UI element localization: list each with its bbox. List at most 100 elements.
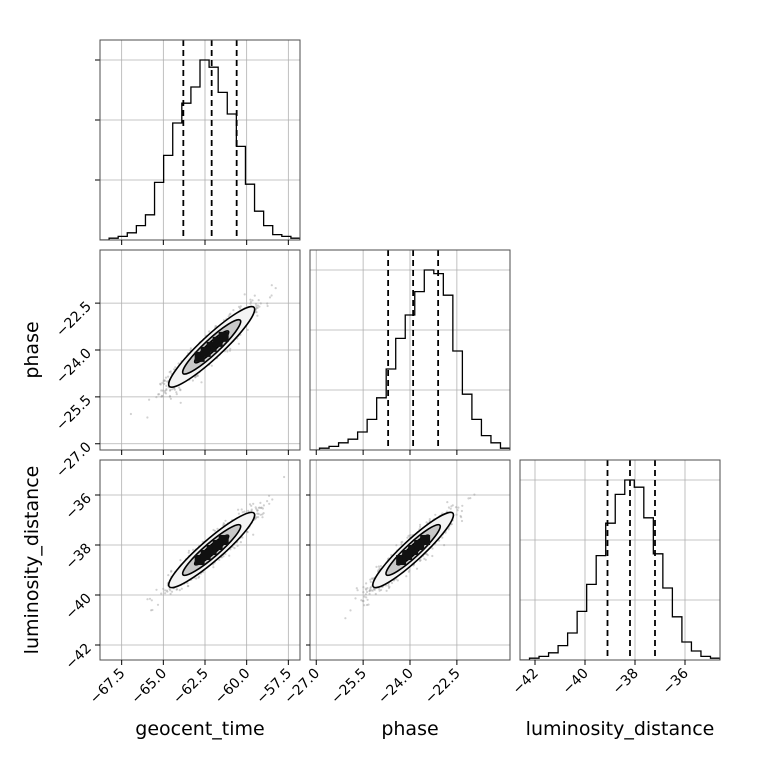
sample-point: [160, 394, 164, 397]
sample-point: [374, 592, 377, 596]
sample-point: [400, 541, 403, 544]
sample-point: [254, 506, 257, 509]
sample-point: [385, 589, 388, 592]
sample-point: [259, 506, 263, 510]
sample-point: [161, 381, 164, 384]
sample-point: [407, 534, 410, 538]
panel-2-0: [100, 460, 300, 660]
sample-point: [236, 544, 239, 548]
x-tick-label: −40: [560, 666, 592, 698]
sample-point: [158, 393, 161, 396]
sample-point: [175, 588, 178, 591]
sample-point: [246, 530, 249, 533]
sample-point: [164, 392, 168, 395]
sample-point: [354, 597, 357, 600]
sample-point: [370, 577, 374, 580]
sample-point: [260, 506, 263, 509]
sample-point: [252, 502, 255, 505]
sample-point: [362, 599, 365, 603]
sample-point: [428, 518, 431, 521]
sample-point: [148, 398, 151, 401]
sample-point: [228, 554, 231, 557]
sample-point: [447, 528, 450, 531]
y-tick-label: −36: [63, 490, 95, 522]
sample-point: [166, 380, 169, 383]
sample-point: [226, 350, 229, 353]
x-tick-label: −25.5: [328, 666, 370, 708]
y-tick-label: −42: [63, 641, 95, 673]
sample-point: [169, 370, 172, 373]
sample-point: [160, 389, 163, 392]
density-peak-cell: [206, 341, 217, 352]
sample-point: [368, 590, 371, 593]
sample-point: [259, 513, 262, 516]
sample-point: [250, 508, 253, 511]
sample-point: [194, 376, 197, 379]
sample-point: [210, 364, 213, 367]
sample-point: [254, 302, 257, 306]
sample-point: [192, 548, 195, 552]
sample-point: [355, 587, 358, 590]
sample-point: [283, 475, 286, 479]
x-tick-label: −67.5: [87, 666, 129, 708]
sample-point: [237, 342, 240, 345]
x-tick-label: −38: [610, 666, 642, 698]
sample-point: [255, 311, 258, 314]
sample-point: [418, 559, 422, 563]
panel-1-1: [310, 250, 510, 450]
x-tick-label: −36: [660, 665, 692, 697]
sample-point: [257, 516, 260, 519]
sample-point: [365, 603, 369, 607]
x-axis-label-geocent_time: geocent_time: [135, 718, 264, 740]
sample-point: [159, 383, 162, 386]
sample-point: [157, 393, 160, 396]
sample-point: [268, 502, 271, 505]
sample-point: [146, 598, 149, 601]
sample-point: [457, 506, 460, 509]
sample-point: [387, 584, 390, 587]
sample-point: [401, 540, 404, 544]
sample-point: [255, 516, 258, 519]
sample-point: [344, 617, 347, 620]
sample-point: [373, 588, 376, 591]
sample-point: [200, 381, 203, 384]
sample-point: [240, 508, 243, 511]
sample-point: [171, 388, 174, 391]
sample-point: [375, 565, 378, 569]
sample-point: [460, 519, 464, 523]
y-axis-label-phase: phase: [21, 321, 43, 378]
y-tick-label: −22.5: [53, 299, 95, 341]
sample-point: [222, 522, 225, 525]
x-axis-label-phase: phase: [381, 718, 438, 740]
sample-point: [241, 536, 244, 539]
sample-point: [454, 506, 458, 509]
sample-point: [378, 567, 381, 570]
sample-point: [256, 512, 259, 515]
sample-point: [249, 298, 252, 301]
sample-point: [165, 388, 168, 391]
sample-point: [367, 603, 370, 606]
sample-point: [161, 389, 164, 392]
sample-point: [419, 525, 422, 529]
sample-point: [365, 582, 368, 585]
density-peak-cell: [200, 346, 211, 357]
sample-point: [441, 536, 444, 539]
sample-point: [261, 516, 264, 519]
sample-point: [179, 389, 182, 392]
sample-point: [258, 506, 261, 509]
sample-point: [396, 579, 399, 582]
sample-point: [186, 582, 189, 585]
sample-point: [406, 536, 409, 539]
sample-point: [164, 376, 168, 379]
density-peak-cell: [218, 331, 229, 342]
sample-point: [407, 570, 410, 573]
sample-point: [266, 500, 269, 503]
sample-point: [424, 558, 427, 561]
sample-point: [227, 315, 230, 318]
sample-point: [425, 553, 428, 556]
sample-point: [165, 389, 168, 392]
sample-point: [155, 588, 158, 591]
sample-point: [255, 307, 258, 310]
sample-point: [228, 349, 232, 352]
